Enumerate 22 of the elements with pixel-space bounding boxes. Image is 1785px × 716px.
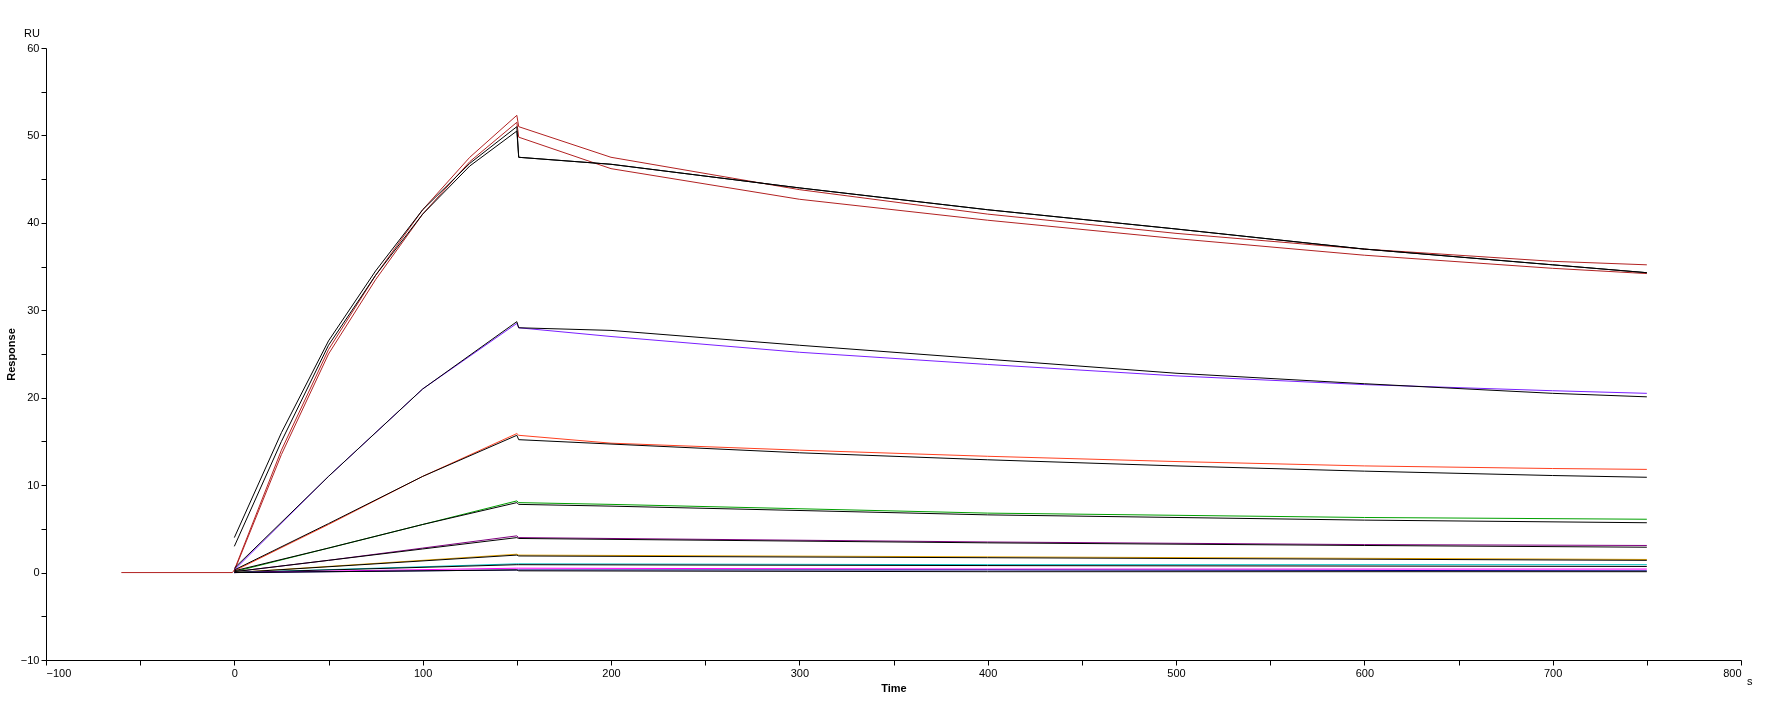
x-tick-label: 700 — [1543, 666, 1563, 679]
y-tick-label: 50 — [27, 128, 40, 141]
y-tick-label: 40 — [27, 216, 40, 229]
y-tick-label: 0 — [33, 566, 40, 579]
y-tick-label: 10 — [27, 478, 40, 491]
y-tick-label: 20 — [27, 391, 40, 404]
y-tick-label: −10 — [20, 653, 40, 666]
x-axis-title: Time — [881, 681, 907, 694]
x-tick-label: 200 — [602, 666, 621, 679]
x-tick-label: 600 — [1355, 666, 1375, 679]
x-tick-label: 300 — [790, 666, 810, 679]
text: RU — [24, 27, 40, 39]
x-tick-label: 0 — [231, 666, 238, 679]
x-tick-label: 100 — [413, 666, 433, 679]
x-tick-label: −100 — [46, 666, 72, 679]
text: s — [1747, 675, 1753, 687]
x-tick-label: 500 — [1167, 666, 1186, 679]
y-axis-title: Response — [4, 328, 17, 381]
y-tick-label: 30 — [27, 303, 40, 316]
y-tick-label: 60 — [27, 41, 40, 54]
x-tick-label: 800 — [1723, 666, 1742, 679]
x-tick-label: 400 — [978, 666, 998, 679]
